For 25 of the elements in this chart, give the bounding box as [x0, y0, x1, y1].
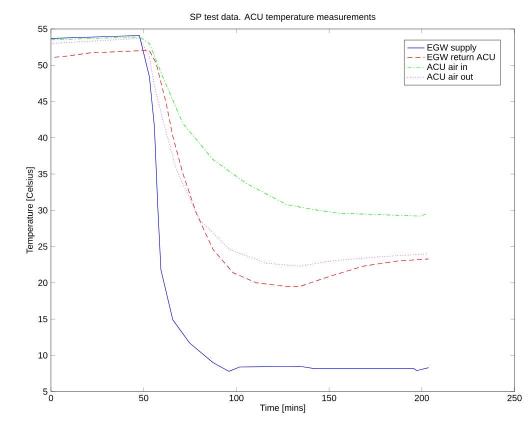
y-tick-label: 30 — [38, 207, 48, 214]
y-tick-label: 25 — [38, 244, 48, 250]
legend-label: EGW return ACU — [428, 54, 495, 60]
y-tick-label: 45 — [38, 98, 48, 105]
x-tick-label: 100 — [230, 395, 244, 402]
y-tick-label: 5 — [43, 388, 48, 395]
legend-label: ACU air in — [426, 64, 467, 70]
y-tick-label: 10 — [38, 352, 48, 359]
chart-title: SP test data. ACU temperature measurements — [190, 14, 376, 22]
y-tick-label: 40 — [38, 134, 48, 142]
x-tick-label: 250 — [508, 395, 522, 402]
y-tick-label: 35 — [38, 171, 48, 178]
legend-label: EGW supply — [428, 44, 477, 53]
x-tick-label: 200 — [414, 395, 429, 402]
y-tick-label: 20 — [38, 280, 48, 286]
line-series — [50, 36, 428, 217]
y-axis-title: Temperature [Celsius] — [26, 168, 35, 254]
x-tick-label: 0 — [48, 395, 54, 402]
x-tick-label: 50 — [139, 395, 148, 402]
legend-label: ACU air out — [426, 73, 473, 80]
y-tick-label: 55 — [38, 26, 48, 32]
y-tick-label: 15 — [38, 316, 48, 322]
x-tick-label: 150 — [322, 395, 336, 402]
y-tick-label: 50 — [38, 62, 48, 69]
x-axis-title: Time [mins] — [260, 404, 306, 413]
